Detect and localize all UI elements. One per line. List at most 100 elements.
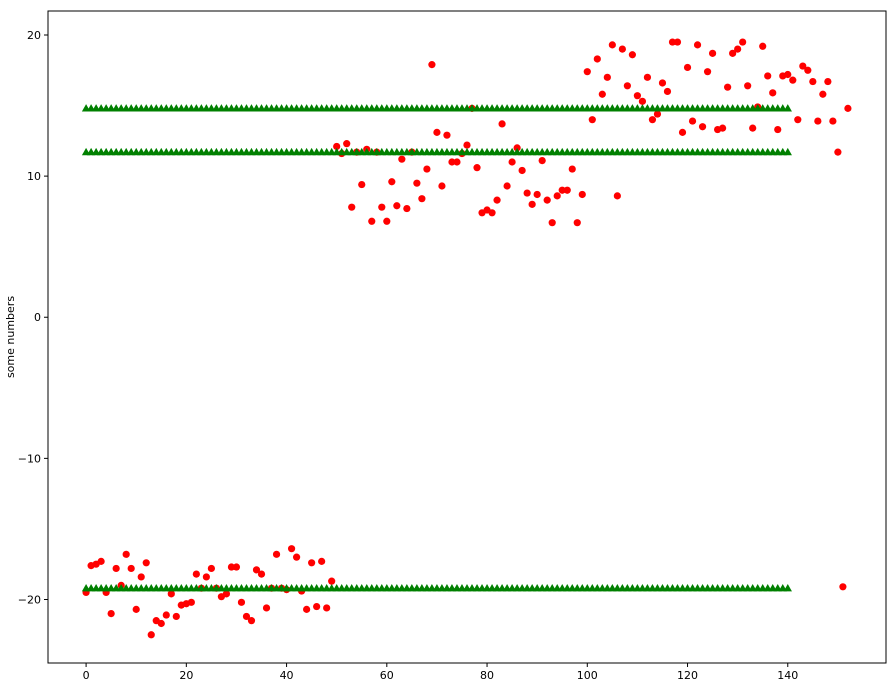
y-tick-label: 0 <box>34 311 41 324</box>
data-point-circle <box>573 219 581 227</box>
data-point-circle <box>247 617 256 625</box>
data-point-circle <box>157 619 165 628</box>
data-point-circle <box>769 89 777 97</box>
y-axis-label: some numbers <box>4 296 17 378</box>
data-point-circle <box>207 564 215 573</box>
data-point-circle <box>533 190 541 199</box>
data-point-circle <box>703 68 712 76</box>
data-point-circle <box>227 563 236 571</box>
data-point-circle <box>463 141 471 149</box>
data-point-circle <box>764 72 772 80</box>
data-point-circle <box>393 202 401 210</box>
data-point-circle <box>303 605 311 613</box>
data-point-circle <box>613 192 621 200</box>
data-point-circle <box>528 200 536 208</box>
data-point-circle <box>693 41 702 49</box>
data-point-circle <box>498 120 506 128</box>
data-point-circle <box>292 553 301 561</box>
data-point-circle <box>132 605 140 613</box>
data-point-circle <box>388 178 396 186</box>
data-point-circle <box>448 158 456 166</box>
x-tick-label: 140 <box>777 669 798 682</box>
data-point-circle <box>814 117 822 125</box>
data-point-circle <box>398 155 406 163</box>
data-point-circle <box>308 559 316 567</box>
series-2 <box>81 147 792 156</box>
data-point-circle <box>122 550 130 558</box>
data-point-circle <box>343 140 351 148</box>
data-point-circle <box>232 563 241 571</box>
data-point-circle <box>252 566 261 574</box>
data-point-circle <box>523 189 531 197</box>
x-tick-label: 80 <box>480 669 494 682</box>
data-point-circle <box>819 90 827 98</box>
data-point-circle <box>749 124 757 132</box>
data-point-circle <box>323 604 331 612</box>
data-point-triangle <box>783 104 792 112</box>
data-point-circle <box>318 557 326 565</box>
data-point-circle <box>413 179 421 187</box>
y-tick-label: −20 <box>18 593 41 606</box>
data-point-circle <box>167 590 175 598</box>
data-point-circle <box>628 51 636 59</box>
data-point-circle <box>809 77 817 86</box>
data-point-circle <box>438 182 446 190</box>
data-point-circle <box>348 203 356 211</box>
x-tick-label: 100 <box>577 669 598 682</box>
data-point-circle <box>383 217 391 225</box>
data-point-circle <box>643 73 652 81</box>
data-point-circle <box>162 611 170 619</box>
data-point-circle <box>503 182 511 190</box>
data-point-circle <box>653 110 662 118</box>
data-point-circle <box>287 545 296 553</box>
data-point-circle <box>638 97 647 105</box>
data-point-circle <box>744 82 752 90</box>
data-point-circle <box>598 90 606 98</box>
data-point-circle <box>172 612 180 621</box>
y-axis-ticks: −20 −10 0 10 20 <box>18 29 48 606</box>
data-point-circle <box>423 165 431 173</box>
data-point-circle <box>538 156 546 165</box>
data-point-circle <box>603 73 611 81</box>
y-tick-label: 10 <box>27 170 41 183</box>
data-point-circle <box>829 117 837 125</box>
data-point-circle <box>368 217 376 225</box>
data-point-circle <box>187 598 195 606</box>
data-point-circle <box>593 55 601 63</box>
data-point-circle <box>623 82 631 90</box>
data-point-circle <box>739 38 747 46</box>
y-tick-label: 20 <box>27 29 41 42</box>
data-point-circle <box>508 158 516 166</box>
x-tick-label: 0 <box>83 669 90 682</box>
data-point-circle <box>97 557 105 565</box>
data-point-circle <box>678 128 687 136</box>
data-point-circle <box>839 583 847 591</box>
data-point-circle <box>719 124 727 132</box>
series-3 <box>81 584 792 592</box>
data-point-circle <box>708 49 717 57</box>
data-point-circle <box>558 186 566 194</box>
data-point-circle <box>127 564 135 573</box>
y-tick-label: −10 <box>18 452 41 465</box>
data-point-circle <box>262 604 271 612</box>
data-point-circle <box>568 165 576 173</box>
x-tick-label: 60 <box>380 669 394 682</box>
data-point-circle <box>578 190 586 199</box>
data-point-circle <box>673 38 682 46</box>
data-point-circle <box>313 602 321 611</box>
data-point-circle <box>202 573 210 581</box>
data-point-circle <box>428 61 436 69</box>
data-point-circle <box>759 42 767 50</box>
data-point-circle <box>473 164 481 172</box>
data-point-circle <box>543 196 551 204</box>
data-point-circle <box>774 125 782 134</box>
data-point-circle <box>583 68 591 76</box>
data-point-circle <box>112 564 120 573</box>
data-point-circle <box>668 38 677 46</box>
data-point-circle <box>784 70 792 79</box>
data-point-circle <box>789 76 797 84</box>
data-point-circle <box>588 116 596 124</box>
data-point-circle <box>729 49 737 57</box>
